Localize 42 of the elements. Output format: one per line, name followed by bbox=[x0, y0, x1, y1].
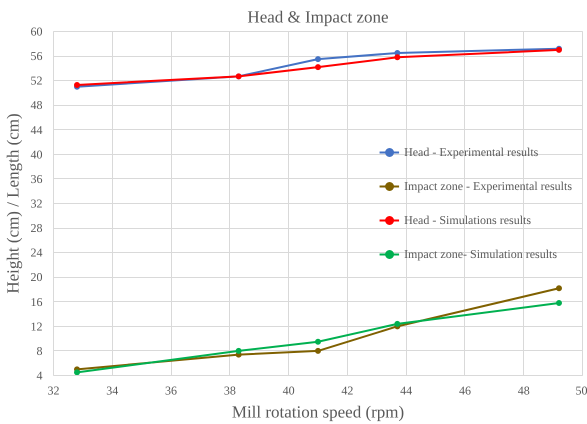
point bbox=[74, 369, 80, 376]
x-tick-label: 38 bbox=[224, 384, 236, 398]
y-tick-label: 36 bbox=[30, 172, 42, 186]
x-tick-label: 32 bbox=[48, 384, 60, 398]
y-tick-label: 52 bbox=[30, 74, 42, 88]
y-tick-label: 12 bbox=[30, 319, 42, 334]
y-tick-label: 40 bbox=[30, 147, 42, 162]
y-tick-label: 8 bbox=[36, 344, 42, 358]
y-tick-label: 28 bbox=[30, 221, 42, 236]
y-tick-label: 24 bbox=[30, 246, 42, 260]
x-tick-label: 34 bbox=[106, 384, 118, 398]
point bbox=[394, 320, 400, 327]
y-tick-label: 32 bbox=[30, 196, 42, 210]
legend-label: Head - Experimental results bbox=[404, 144, 538, 160]
x-tick-label: 40 bbox=[282, 384, 295, 398]
y-tick-label: 20 bbox=[30, 270, 42, 284]
x-tick-label: 36 bbox=[165, 384, 178, 398]
legend-label: Impact zone - Experimental results bbox=[404, 178, 572, 194]
x-tick-label: 46 bbox=[458, 384, 471, 398]
y-tick-label: 48 bbox=[30, 98, 42, 112]
chart-title: Head & Impact zone bbox=[247, 8, 389, 26]
point bbox=[236, 348, 242, 354]
y-tick-label: 44 bbox=[30, 122, 42, 137]
point bbox=[315, 56, 321, 62]
point bbox=[556, 285, 562, 292]
x-axis-title: Mill rotation speed (rpm) bbox=[232, 402, 404, 422]
y-tick-label: 4 bbox=[36, 368, 42, 382]
y-tick-label: 60 bbox=[30, 24, 42, 38]
x-tick-label: 44 bbox=[400, 384, 412, 398]
x-tick-label: 48 bbox=[518, 384, 530, 398]
point bbox=[315, 348, 321, 354]
legend-label: Impact zone- Simulation results bbox=[404, 246, 558, 262]
legend-label: Head - Simulations results bbox=[404, 212, 532, 228]
point bbox=[394, 54, 400, 60]
point bbox=[315, 338, 321, 345]
y-axis-title: Height (cm) / Length (cm) bbox=[4, 113, 22, 294]
x-tick-label: 42 bbox=[341, 384, 354, 398]
point bbox=[315, 64, 321, 70]
y-tick-label: 56 bbox=[30, 49, 42, 64]
y-tick-label: 16 bbox=[30, 294, 42, 309]
x-tick-label: 50 bbox=[576, 384, 587, 398]
point bbox=[556, 300, 562, 306]
